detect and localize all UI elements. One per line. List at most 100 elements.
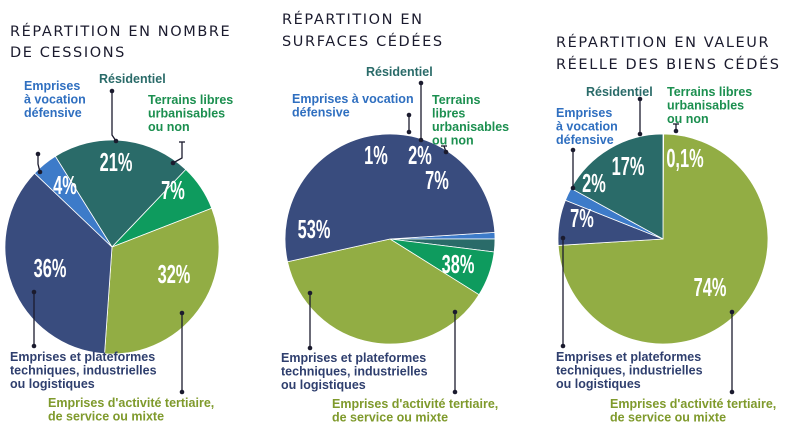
leader-dot xyxy=(406,129,412,135)
leader-dot xyxy=(31,343,37,349)
category-label-tertiary: Emprises d'activité tertiaire, de service… xyxy=(48,396,214,424)
category-label-tertiary: Emprises d'activité tertiaire, de service… xyxy=(610,397,776,425)
pie-slice-technical xyxy=(4,172,113,355)
leader-dot xyxy=(179,310,185,316)
chart-surface-sold: RÉPARTITION EN SURFACES CÉDÉES 1% 2%7% 38% 53… xyxy=(281,11,509,425)
leader-dot xyxy=(729,389,735,395)
category-label-residential: Résidentiel xyxy=(366,65,433,79)
slice-value-label: 53% xyxy=(298,215,331,244)
category-label-line: urbanisables xyxy=(667,99,744,113)
leader-dot xyxy=(37,169,43,175)
chart-title: RÉPARTITION EN VALEUR RÉELLE DES BIENS CÉ… xyxy=(556,34,781,73)
category-label-line: de service ou mixte xyxy=(48,410,164,424)
category-label-defense: Emprises à vocation défensive xyxy=(292,92,414,120)
category-label-line: Terrains libres xyxy=(667,85,752,99)
category-label-line: à vocation xyxy=(556,120,618,134)
category-label-line: Terrains xyxy=(432,93,480,107)
leader-dot xyxy=(570,147,576,153)
category-label-line: ou logistiques xyxy=(556,377,641,391)
category-label-line: ou non xyxy=(432,134,474,148)
slice-value-label: 2% xyxy=(582,169,606,198)
category-label-line: techniques, industrielles xyxy=(281,365,428,379)
category-label-line: urbanisables xyxy=(148,107,225,121)
category-label-line: défensive xyxy=(24,106,82,120)
leader-dot xyxy=(418,80,424,86)
category-label-line: Emprises à vocation xyxy=(292,92,414,106)
category-label-defense: Emprises à vocation défensive xyxy=(24,79,86,120)
slice-value-label: 4% xyxy=(53,171,77,200)
chart-title: RÉPARTITION EN SURFACES CÉDÉES xyxy=(282,11,444,50)
leader-dot xyxy=(307,290,313,296)
category-label-line: Emprises et plateformes xyxy=(281,351,426,365)
slice-value-label: 38% xyxy=(442,250,475,279)
category-label-line: de service ou mixte xyxy=(610,411,726,425)
pie-slice-residential xyxy=(570,133,664,240)
category-label-line: urbanisables xyxy=(432,120,509,134)
leader-line xyxy=(172,142,183,164)
category-label-line: techniques, industrielles xyxy=(10,364,157,378)
leader-dot xyxy=(673,128,679,134)
category-label-land: Terrains libres urbanisables ou non xyxy=(667,85,752,126)
category-label-line: défensive xyxy=(556,133,614,147)
category-label-technical: Emprises et plateformes techniques, indus… xyxy=(10,350,157,391)
category-label-line: Emprises et plateformes xyxy=(10,350,155,364)
category-label-line: défensive xyxy=(292,106,350,120)
category-label-line: à vocation xyxy=(24,93,86,107)
category-label-line: ou non xyxy=(148,120,190,134)
chart-title-line: DE CESSIONS xyxy=(10,45,126,61)
category-label-line: Emprises xyxy=(556,106,612,120)
category-label-line: ou non xyxy=(667,112,709,126)
category-label-line: Terrains libres xyxy=(148,93,233,107)
leader-dot xyxy=(35,151,41,157)
slice-value-label: 17% xyxy=(612,152,645,181)
category-label-residential: Résidentiel xyxy=(99,72,166,86)
leader-dot xyxy=(560,235,566,241)
slice-value-label: 21% xyxy=(100,148,133,177)
chart-title-line: RÉELLE DES BIENS CÉDÉS xyxy=(556,56,781,73)
category-label-land: Terrains libres urbanisables ou non xyxy=(432,93,509,148)
leader-dot xyxy=(443,149,449,155)
leader-dot xyxy=(406,112,412,118)
chart-title-line: SURFACES CÉDÉES xyxy=(282,33,444,50)
leader-dot xyxy=(729,309,735,315)
category-label-line: ou logistiques xyxy=(10,377,95,391)
leader-dot xyxy=(113,138,119,144)
category-label-line: Emprises d'activité tertiaire, xyxy=(332,397,498,411)
chart-real-value: RÉPARTITION EN VALEUR RÉELLE DES BIENS CÉ… xyxy=(556,34,781,425)
leader-line xyxy=(111,91,117,142)
slice-value-label: 0,1% xyxy=(666,144,703,173)
category-label-defense: Emprises à vocation défensive xyxy=(556,106,618,147)
leader-dot xyxy=(452,309,458,315)
chart-number-of-sales: RÉPARTITION EN NOMBRE DE CESSIONS 21% 7% 32%… xyxy=(4,23,233,424)
slice-value-label: 7% xyxy=(570,204,594,233)
category-label-line: Résidentiel xyxy=(366,65,433,79)
slice-value-label: 74% xyxy=(694,273,727,302)
category-label-technical: Emprises et plateformes techniques, indus… xyxy=(556,350,703,391)
category-label-line: Emprises d'activité tertiaire, xyxy=(610,397,776,411)
category-label-residential: Résidentiel xyxy=(586,85,653,99)
slice-value-label: 32% xyxy=(158,260,191,289)
pie-slice-technical xyxy=(284,133,496,263)
chart-title-line: RÉPARTITION EN xyxy=(282,11,424,28)
leader-dot xyxy=(418,137,424,143)
category-label-line: de service ou mixte xyxy=(332,411,448,425)
chart-title-line: RÉPARTITION EN VALEUR xyxy=(556,34,770,51)
category-label-line: ou logistiques xyxy=(281,378,366,392)
leader-dot xyxy=(31,289,37,295)
pie-slice-tertiary xyxy=(104,207,220,355)
leader-dot xyxy=(109,88,115,94)
category-label-land: Terrains libres urbanisables ou non xyxy=(148,93,233,134)
leader-dot xyxy=(170,160,176,166)
slice-value-label: 7% xyxy=(161,176,185,205)
slice-value-label: 1% xyxy=(364,141,388,170)
slice-value-label: 7% xyxy=(425,166,449,195)
pie-slice-tertiary xyxy=(287,238,480,345)
leader-dot xyxy=(307,345,313,351)
slice-value-label: 36% xyxy=(34,254,67,283)
category-label-line: Emprises et plateformes xyxy=(556,350,701,364)
leader-dot xyxy=(452,389,458,395)
category-label-line: Emprises d'activité tertiaire, xyxy=(48,396,214,410)
slice-value-label: 2% xyxy=(408,141,432,170)
leader-dot xyxy=(637,96,643,102)
